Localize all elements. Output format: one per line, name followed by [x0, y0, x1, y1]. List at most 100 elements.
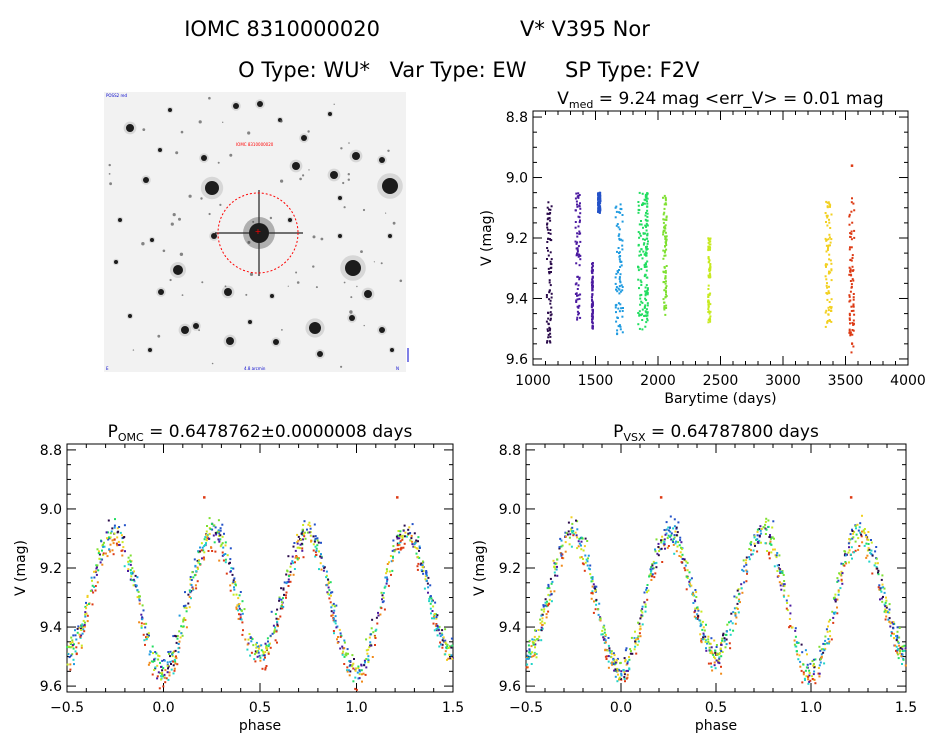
data-point: [123, 565, 126, 568]
data-point: [214, 550, 217, 553]
data-point: [828, 218, 830, 221]
data-point: [80, 629, 83, 631]
data-point: [852, 303, 855, 306]
data-point: [276, 608, 279, 611]
data-point: [183, 606, 186, 609]
data-point: [433, 617, 436, 620]
data-point: [899, 648, 902, 651]
data-point: [145, 622, 148, 625]
data-point: [549, 577, 552, 580]
data-point: [670, 534, 673, 537]
data-point: [377, 614, 380, 617]
data-point: [644, 262, 647, 265]
data-point: [705, 649, 708, 652]
data-point: [849, 322, 851, 325]
data-point: [330, 614, 333, 617]
data-point: [392, 555, 394, 558]
data-point: [400, 535, 403, 538]
data-point: [237, 617, 240, 620]
data-point: [707, 241, 710, 244]
data-point: [622, 307, 624, 309]
data-point: [699, 622, 702, 625]
x-tick-label: 1.0: [345, 700, 367, 716]
data-point: [96, 564, 99, 567]
data-point: [677, 521, 680, 524]
data-point: [725, 643, 728, 646]
data-point: [386, 580, 388, 583]
data-point: [875, 557, 878, 560]
data-point: [427, 576, 430, 579]
data-point: [171, 653, 174, 656]
data-point: [541, 624, 544, 626]
data-point: [662, 229, 665, 232]
data-point: [221, 542, 224, 545]
x-tick-label: 1.0: [800, 700, 822, 716]
data-point: [442, 636, 445, 639]
data-point: [626, 662, 629, 665]
data-point: [665, 215, 668, 218]
data-point: [231, 573, 234, 576]
data-point: [646, 304, 649, 307]
data-point: [830, 310, 833, 312]
data-point: [203, 538, 206, 541]
data-point: [645, 222, 648, 225]
data-point: [721, 637, 724, 640]
data-point: [549, 219, 552, 222]
data-point: [578, 312, 580, 315]
data-point: [718, 657, 721, 660]
data-point: [827, 244, 830, 247]
data-point: [440, 643, 443, 646]
data-point: [811, 675, 813, 678]
data-point: [637, 266, 640, 269]
data-point: [547, 333, 550, 336]
data-point: [576, 203, 578, 206]
data-point: [879, 587, 882, 590]
finder-faint-star: [188, 194, 192, 198]
data-point: [732, 629, 735, 632]
data-point: [138, 595, 141, 598]
data-point: [698, 619, 701, 622]
data-point: [560, 564, 563, 567]
data-point: [301, 549, 304, 552]
data-point: [98, 557, 101, 560]
data-point: [259, 659, 262, 662]
data-point: [188, 606, 191, 609]
data-point: [441, 646, 444, 649]
data-point: [546, 328, 549, 331]
data-point: [599, 195, 602, 198]
data-point: [693, 615, 696, 618]
data-point: [678, 555, 681, 557]
data-point: [591, 325, 594, 328]
data-point: [175, 635, 178, 638]
data-point: [628, 668, 631, 671]
data-point: [859, 522, 862, 525]
data-point: [96, 548, 99, 551]
data-point: [814, 682, 817, 685]
data-point: [664, 250, 667, 253]
data-point: [296, 546, 299, 549]
data-point: [337, 636, 339, 638]
data-point: [307, 523, 310, 526]
data-point: [669, 530, 672, 533]
data-point: [884, 608, 887, 611]
data-point: [641, 204, 643, 206]
data-point: [700, 624, 703, 626]
data-point: [106, 537, 108, 540]
data-point: [578, 542, 581, 545]
data-point: [349, 660, 352, 663]
data-point: [829, 227, 832, 229]
data-point: [801, 681, 804, 684]
data-point: [684, 564, 687, 567]
data-point: [254, 660, 257, 663]
data-point: [541, 620, 544, 623]
data-point: [591, 279, 594, 282]
data-point: [825, 278, 828, 281]
data-point: [634, 640, 637, 643]
data-point: [802, 663, 805, 666]
data-point: [348, 660, 351, 663]
finder-star: [364, 290, 372, 298]
data-point: [575, 200, 578, 203]
data-point: [693, 594, 696, 597]
data-point: [546, 206, 549, 209]
